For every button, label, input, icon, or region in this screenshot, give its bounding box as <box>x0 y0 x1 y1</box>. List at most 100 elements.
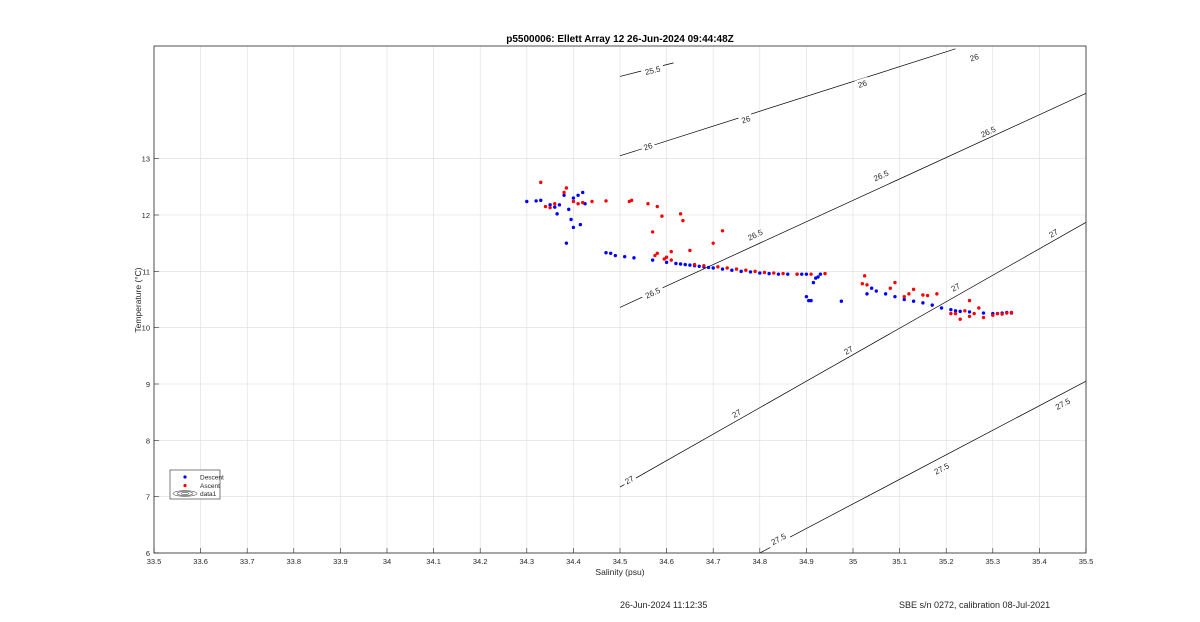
x-tick-label: 34.9 <box>799 557 814 566</box>
contour-label-background <box>621 472 638 488</box>
descent-point <box>869 286 874 290</box>
descent-point <box>706 265 711 270</box>
x-tick-label: 35.3 <box>985 557 1000 566</box>
contour-label: 27 <box>1045 225 1062 241</box>
contour-label: 26 <box>738 112 754 127</box>
contour-label-background <box>975 122 1001 141</box>
descent-point <box>557 203 562 207</box>
ascent-point <box>1009 310 1014 315</box>
ascent-point <box>1005 311 1009 315</box>
legend-ascent-label: Ascent <box>200 483 220 490</box>
contour-label-background <box>738 112 754 127</box>
descent-point <box>697 264 701 268</box>
descent-point <box>650 258 655 262</box>
x-tick-label: 33.6 <box>193 557 208 566</box>
y-tick-label: 10 <box>142 324 150 333</box>
y-tick-label: 8 <box>146 436 150 445</box>
descent-point <box>664 260 669 265</box>
descent-point <box>748 270 753 274</box>
descent-point <box>581 190 585 195</box>
ascent-point <box>893 280 897 285</box>
ascent-point <box>911 287 916 292</box>
ascent-point <box>604 199 608 203</box>
ascent-point <box>669 258 673 262</box>
ascent-point <box>655 251 659 256</box>
x-tick-label: 35.1 <box>892 557 907 566</box>
x-tick-label: 33.7 <box>240 557 255 566</box>
contour-label: 26.5 <box>640 283 665 302</box>
legend: Descent Ascent data1 <box>169 469 224 500</box>
ascent-point <box>995 311 1000 316</box>
ascent-point <box>762 270 767 275</box>
ascent-point <box>963 309 967 313</box>
contour-label-background <box>947 279 964 295</box>
ascent-point <box>925 293 930 298</box>
ascent-point <box>576 202 580 206</box>
descent-point <box>767 271 771 276</box>
ascent-point <box>660 214 664 218</box>
ascent-point <box>772 271 776 275</box>
descent-point <box>804 294 809 299</box>
descent-point <box>776 272 781 276</box>
descent-point <box>548 203 552 207</box>
x-tick-label: 33.5 <box>147 557 162 566</box>
ascent-point <box>646 202 650 206</box>
ascent-point <box>862 274 867 278</box>
ascent-point <box>902 294 906 299</box>
contour-label-background <box>966 50 982 65</box>
ascent-point <box>967 314 972 319</box>
y-tick-label: 9 <box>146 380 150 389</box>
descent-point <box>874 289 878 293</box>
descent-point <box>553 205 557 209</box>
y-axis-label: Temperature (°C) <box>133 267 143 332</box>
descent-point <box>720 267 725 271</box>
descent-point <box>921 301 925 305</box>
sigma-contour-line <box>619 222 1087 488</box>
descent-point <box>967 310 972 314</box>
contour-label-background <box>840 342 857 358</box>
ascent-point <box>664 255 669 259</box>
data-points <box>525 180 1014 321</box>
ascent-point <box>590 199 594 204</box>
contour-label: 26 <box>640 139 656 154</box>
ascent-point <box>629 198 634 203</box>
contour-label-background <box>854 76 871 91</box>
legend-contour-label: data1 <box>200 491 217 498</box>
chart-title: p5500006: Ellett Array 12 26-Jun-2024 09… <box>506 34 734 45</box>
x-axis-label: Salinity (psu) <box>595 567 644 577</box>
contour-label-background <box>1045 225 1062 241</box>
ascent-point <box>888 286 892 290</box>
descent-point <box>632 256 636 260</box>
descent-point <box>555 212 559 216</box>
ascent-point <box>1000 312 1004 316</box>
contour-label: 26.5 <box>868 166 894 185</box>
contour-label-text: 25.5 <box>644 64 662 77</box>
x-tick-label: 33.9 <box>333 557 348 566</box>
contour-label: 26 <box>854 76 871 91</box>
contour-label-background <box>728 405 745 421</box>
contour-label-background <box>868 166 894 185</box>
y-tick-label: 12 <box>142 211 150 220</box>
contour-label: 27.5 <box>1050 394 1075 414</box>
legend-descent-label: Descent <box>200 475 224 482</box>
descent-point <box>953 309 958 313</box>
contour-label-text: 26 <box>740 114 752 125</box>
descent-point <box>534 199 538 203</box>
ascent-point <box>725 266 729 270</box>
ascent-point <box>548 205 552 210</box>
descent-point <box>569 217 573 222</box>
descent-point <box>816 275 820 279</box>
ascent-point <box>716 265 720 269</box>
ascent-point <box>865 283 869 287</box>
contour-label-text: 26 <box>643 141 655 152</box>
contour-label-background <box>640 283 665 302</box>
descent-point <box>939 306 944 310</box>
contour-label: 27 <box>621 472 638 488</box>
descent-point <box>893 294 897 299</box>
descent-point <box>604 251 608 255</box>
y-tick-label: 6 <box>146 549 150 558</box>
x-tick-label: 35.4 <box>1032 557 1047 566</box>
descent-point <box>949 307 953 312</box>
contour-label-background <box>640 62 665 78</box>
x-tick-label: 34.2 <box>473 557 488 566</box>
